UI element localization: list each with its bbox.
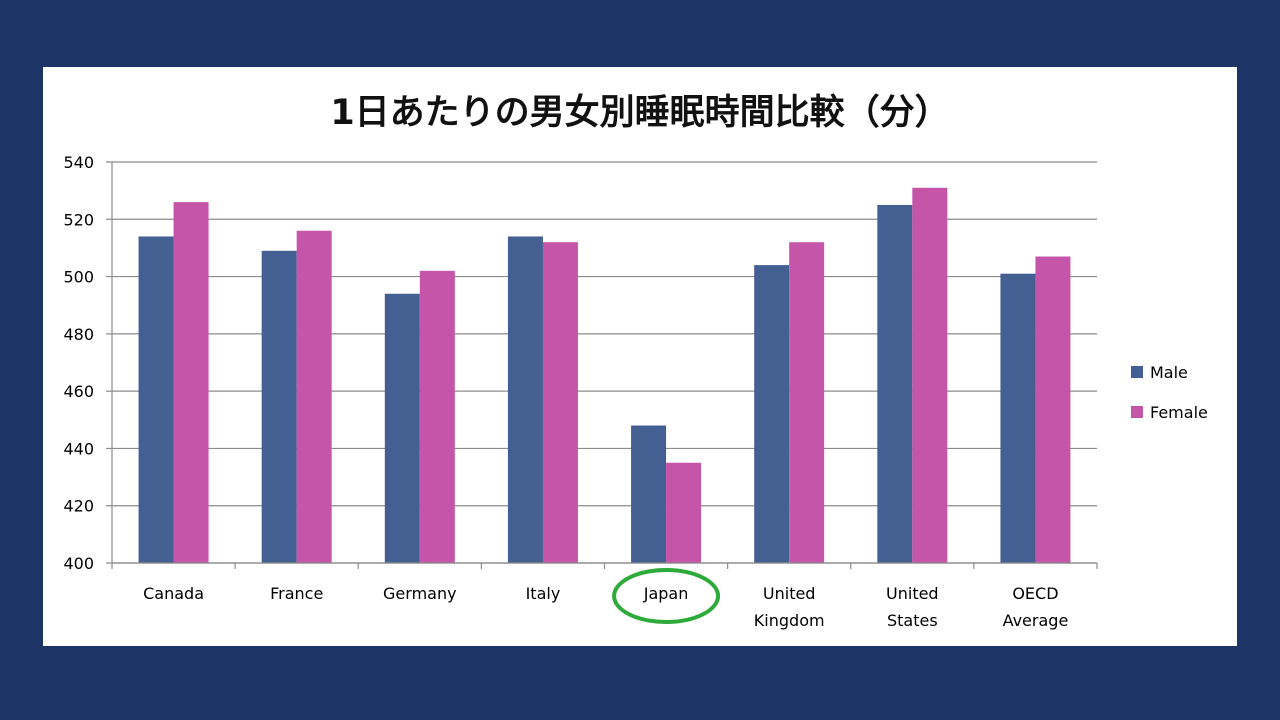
legend-swatch-female (1131, 406, 1143, 418)
gridlines (106, 161, 1097, 564)
bar-female (666, 462, 702, 563)
y-tick-label: 500 (63, 268, 94, 287)
bar-female (1035, 256, 1071, 563)
bar-female (419, 270, 455, 563)
x-tick-label: Germany (383, 584, 457, 603)
bar-male (877, 204, 913, 563)
x-tick-label: United (886, 584, 939, 603)
y-axis-ticks: 400 420 440 460 480 500 520 540 (63, 153, 94, 573)
bar-male (261, 250, 297, 564)
bar-female (173, 202, 209, 563)
legend-label-male: Male (1150, 363, 1188, 382)
bar-female (296, 230, 332, 563)
bar-female (912, 187, 948, 563)
x-tick-label: United (763, 584, 816, 603)
bars (138, 187, 1071, 564)
highlight-circle (612, 568, 721, 624)
legend-swatch-male (1131, 366, 1143, 378)
bar-female (789, 242, 825, 563)
x-tick-label: France (270, 584, 323, 603)
bar-male (754, 265, 790, 563)
y-tick-label: 400 (63, 554, 94, 573)
bar-male (384, 293, 420, 563)
y-tick-label: 540 (63, 153, 94, 172)
x-tick-label: States (887, 611, 938, 630)
x-tick-label: OECD (1012, 584, 1058, 603)
bar-male (1000, 273, 1036, 563)
bar-male (631, 425, 667, 563)
y-tick-label: 460 (63, 382, 94, 401)
x-tick-label: Italy (526, 584, 561, 603)
legend-label-female: Female (1150, 403, 1208, 422)
x-axis (111, 162, 1098, 569)
chart-title: 1日あたりの男女別睡眠時間比較（分） (330, 92, 949, 133)
bar-male (507, 236, 543, 563)
bar-female (542, 242, 578, 563)
x-tick-label: Kingdom (754, 611, 825, 630)
bar-male (138, 236, 174, 563)
x-tick-label: Canada (143, 584, 204, 603)
x-axis-labels: Canada France Germany Italy Japan United Kingd… (143, 584, 1068, 630)
y-tick-label: 420 (63, 497, 94, 516)
x-tick-label: Japan (643, 584, 689, 603)
y-tick-label: 440 (63, 439, 94, 458)
highlight-annotation (612, 568, 721, 624)
legend: Male Female (1131, 363, 1208, 422)
y-tick-label: 480 (63, 325, 94, 344)
y-tick-label: 520 (63, 210, 94, 229)
x-tick-label: Average (1003, 611, 1069, 630)
